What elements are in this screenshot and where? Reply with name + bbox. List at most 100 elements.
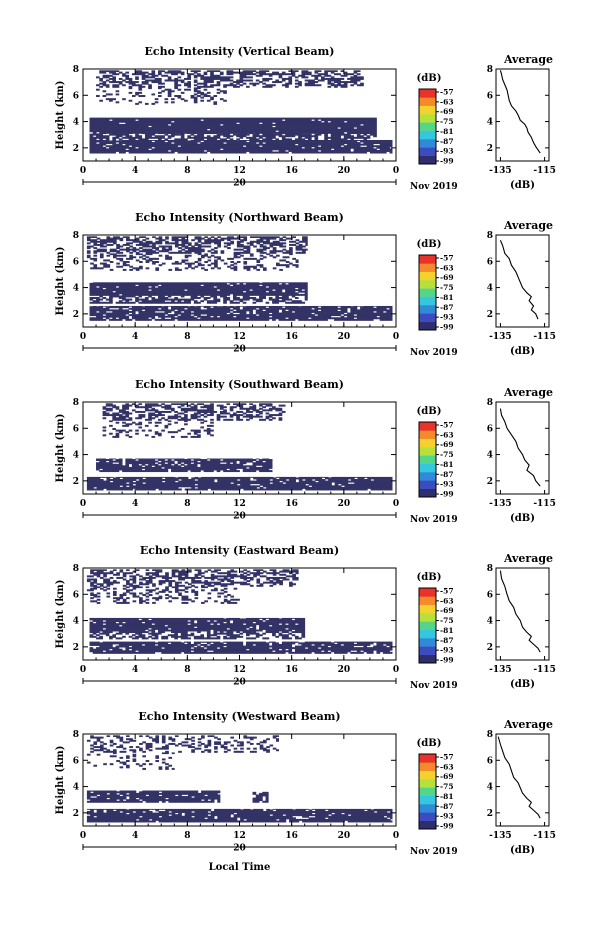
echo-cell	[93, 242, 98, 245]
echo-cell	[291, 125, 296, 128]
echo-cell	[217, 245, 221, 248]
echo-cell	[109, 131, 113, 134]
echo-cell	[229, 142, 234, 145]
echo-cell	[226, 79, 231, 82]
echo-cell	[307, 120, 312, 123]
echo-cell	[109, 148, 113, 151]
echo-cell	[144, 310, 149, 313]
echo-cell	[138, 73, 143, 76]
echo-cell	[109, 318, 113, 321]
echo-cell	[272, 73, 276, 76]
echo-cell	[356, 143, 361, 146]
echo-cell	[229, 117, 234, 120]
echo-cell	[109, 127, 113, 130]
echo-cell	[282, 251, 287, 254]
echo-cell	[223, 307, 227, 310]
echo-cell	[294, 82, 299, 85]
echo-cell	[193, 282, 198, 285]
echo-cell	[197, 290, 201, 293]
echo-cell	[229, 292, 234, 295]
echo-cell	[197, 120, 201, 123]
echo-cell	[249, 236, 254, 239]
echo-cell	[109, 71, 113, 74]
echo-cell	[265, 117, 270, 120]
echo-cell	[142, 236, 146, 239]
echo-cell	[144, 290, 149, 293]
echo-cell	[223, 120, 227, 123]
echo-cell	[115, 117, 120, 120]
echo-cell	[255, 146, 260, 149]
echo-cell	[210, 284, 214, 287]
echo-cell	[164, 151, 169, 154]
echo-cell	[295, 261, 299, 263]
echo-cell	[122, 317, 126, 320]
echo-cell	[144, 81, 149, 84]
echo-cell	[194, 261, 199, 263]
colorbar: -57-63-69-75-81-87-93-99	[418, 88, 454, 166]
echo-cell	[389, 309, 393, 312]
echo-cell	[373, 128, 377, 131]
echo-cell	[105, 136, 110, 139]
echo-cell	[340, 305, 345, 307]
echo-cell	[232, 149, 237, 152]
echo-cell	[99, 128, 103, 131]
echo-cell	[102, 412, 107, 415]
echo-cell	[148, 412, 152, 415]
echo-cell	[226, 307, 231, 310]
average-x-tick-label: -115	[533, 332, 556, 342]
echo-cell	[112, 282, 116, 284]
echo-cell	[105, 98, 110, 101]
echo-cell	[321, 123, 325, 126]
echo-cell	[317, 123, 322, 126]
echo-cell	[89, 287, 94, 290]
echo-cell	[155, 261, 160, 263]
echo-cell	[334, 138, 338, 141]
echo-cell	[223, 85, 227, 88]
echo-cell	[125, 143, 130, 146]
echo-cell	[200, 282, 205, 285]
echo-cell	[105, 409, 110, 412]
echo-cell	[191, 250, 195, 253]
echo-cell	[330, 119, 335, 122]
echo-cell	[184, 139, 188, 141]
echo-cell	[144, 403, 149, 406]
echo-cell	[177, 301, 182, 304]
echo-cell	[216, 139, 221, 141]
echo-cell	[102, 284, 107, 287]
echo-cell	[207, 259, 212, 262]
echo-cell	[285, 282, 289, 284]
echo-cell	[154, 307, 159, 310]
echo-cell	[291, 314, 296, 317]
echo-cell	[92, 146, 97, 149]
echo-cell	[249, 119, 253, 122]
echo-cell	[105, 293, 110, 296]
echo-cell	[334, 125, 338, 128]
echo-cell	[200, 138, 205, 141]
echo-cell	[363, 128, 368, 131]
echo-cell	[223, 314, 227, 317]
echo-cell	[92, 318, 97, 321]
echo-cell	[210, 285, 214, 288]
echo-cell	[343, 142, 348, 145]
echo-cell	[360, 120, 364, 123]
echo-cell	[148, 85, 152, 88]
echo-cell	[265, 314, 270, 317]
echo-cell	[112, 125, 116, 128]
echo-cell	[112, 70, 116, 73]
echo-cell	[102, 305, 107, 307]
echo-cell	[131, 82, 136, 85]
echo-cell	[246, 298, 250, 301]
echo-cell	[157, 306, 162, 309]
echo-cell	[292, 257, 296, 260]
echo-cell	[131, 282, 136, 284]
echo-cell	[291, 149, 296, 152]
echo-cell	[131, 309, 136, 312]
echo-cell	[210, 74, 214, 77]
echo-cell	[217, 239, 221, 242]
echo-cell	[167, 130, 172, 133]
echo-cell	[113, 253, 117, 256]
echo-cell	[154, 284, 159, 287]
echo-cell	[292, 243, 296, 246]
echo-cell	[86, 239, 91, 242]
echo-cell	[177, 123, 182, 126]
